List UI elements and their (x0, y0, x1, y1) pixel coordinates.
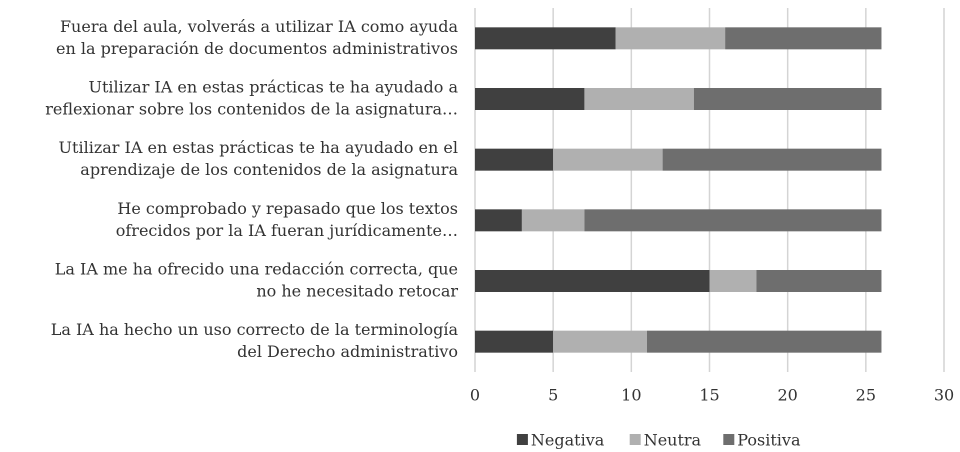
category-label: en la preparación de documentos administ… (56, 39, 458, 58)
bar-segment (475, 148, 554, 171)
legend-label: Neutra (644, 431, 702, 450)
legend-label: Positiva (737, 431, 801, 450)
category-label: La IA me ha ofrecido una redacción corre… (55, 260, 458, 279)
category-label: Utilizar IA en estas prácticas te ha ayu… (59, 138, 458, 157)
bar-segment (553, 148, 663, 171)
bar-segment (646, 330, 882, 353)
bar-segment (725, 27, 882, 50)
category-label: del Derecho administrativo (237, 342, 458, 361)
category-label: ofrecidos por la IA fueran jurídicamente… (116, 221, 458, 240)
bar-segment (709, 270, 757, 292)
bar-segment (475, 88, 585, 110)
bar-segment (584, 88, 694, 110)
category-label: reflexionar sobre los contenidos de la a… (45, 100, 458, 119)
bar-segment (693, 88, 882, 110)
bar-segment (662, 148, 882, 171)
category-label: Utilizar IA en estas prácticas te ha ayu… (88, 78, 458, 97)
category-label: He comprobado y repasado que los textos (117, 199, 458, 218)
x-tick-label: 0 (470, 386, 480, 405)
x-tick-label: 20 (777, 386, 797, 405)
bar-segment (584, 209, 882, 232)
category-label: La IA ha hecho un uso correcto de la ter… (51, 320, 459, 339)
bar-segment (475, 27, 616, 50)
bar-segment (475, 209, 522, 232)
bar-segment (521, 209, 585, 232)
x-tick-label: 25 (856, 386, 876, 405)
category-label: no he necesitado retocar (256, 282, 458, 301)
bar-segment (475, 330, 554, 353)
bar-segment (615, 27, 726, 50)
x-tick-label: 5 (548, 386, 558, 405)
x-tick-label: 30 (934, 386, 954, 405)
legend-swatch (516, 434, 528, 445)
bar-segment (475, 270, 710, 292)
bar-segment (756, 270, 882, 292)
bar-segment (553, 330, 647, 353)
category-label: aprendizaje de los contenidos de la asig… (80, 160, 458, 179)
category-label: Fuera del aula, volverás a utilizar IA c… (60, 17, 459, 36)
legend-label: Negativa (531, 431, 605, 450)
legend-swatch (723, 434, 735, 445)
x-tick-label: 10 (621, 386, 641, 405)
x-tick-label: 15 (699, 386, 719, 405)
legend-swatch (629, 434, 641, 445)
